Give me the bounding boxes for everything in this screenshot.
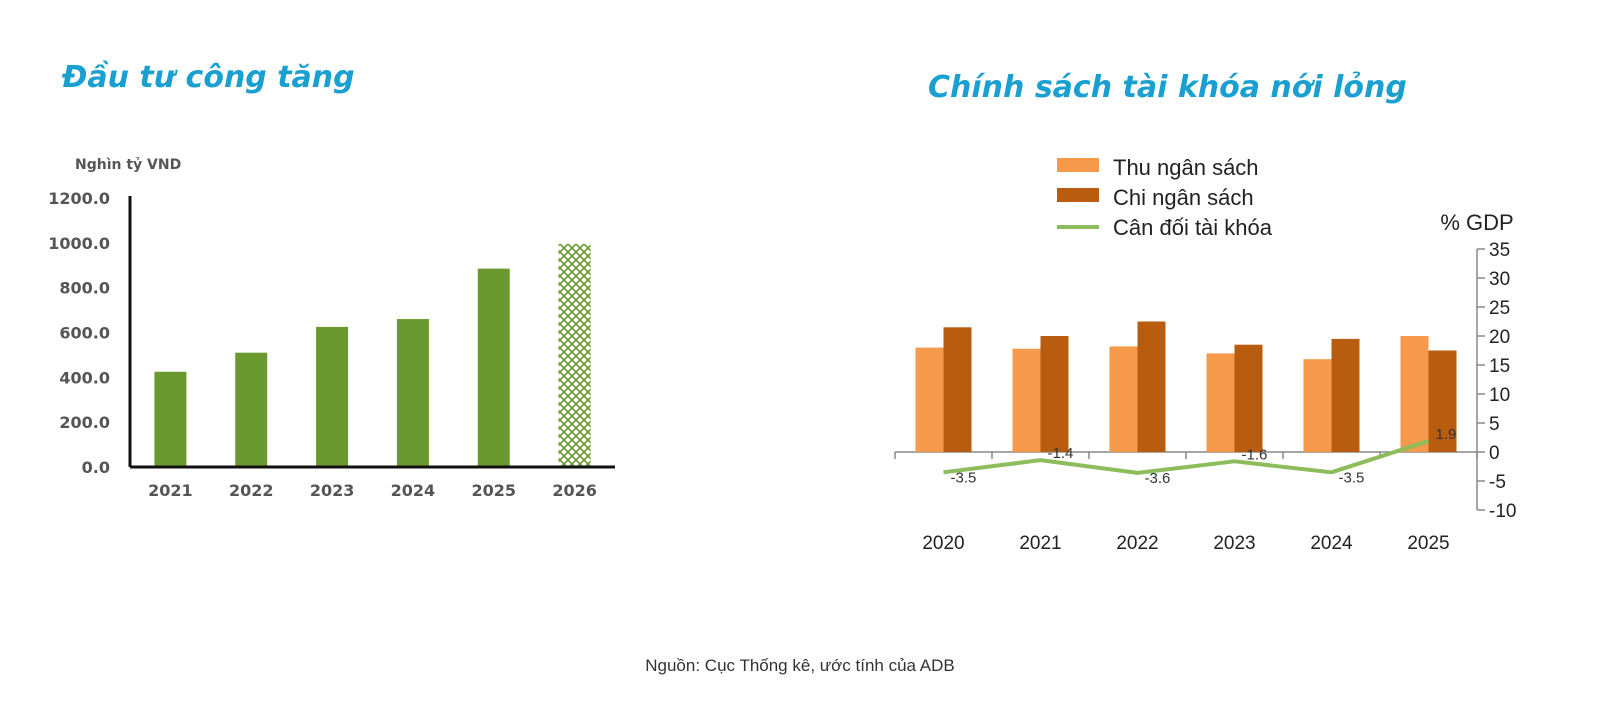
left-x-tick-label: 2023 — [310, 481, 355, 500]
balance-data-label: -3.5 — [951, 469, 977, 486]
left-x-tick-label: 2022 — [229, 481, 274, 500]
left-y-tick-label: 1000.0 — [48, 234, 110, 253]
left-bar-chart: Nghìn tỷ VND 0.0 200.0 400.0 600.0 800.0 1000.… — [48, 157, 615, 500]
right-y-tick-label: 10 — [1489, 385, 1510, 406]
right-x-tick-label: 2023 — [1213, 533, 1255, 554]
right-y-axis-label: % GDP — [1440, 210, 1513, 235]
left-y-tick-label: 400.0 — [59, 368, 110, 387]
legend-swatch — [1057, 188, 1099, 202]
left-y-tick-label: 200.0 — [59, 413, 110, 432]
right-bar — [1012, 348, 1041, 452]
right-y-tick-label: 30 — [1489, 269, 1510, 290]
left-y-tick-label: 600.0 — [59, 324, 110, 343]
balance-line — [943, 439, 1430, 475]
right-bar — [1109, 346, 1138, 452]
right-bar — [1428, 350, 1457, 452]
left-x-tick-label: 2024 — [391, 481, 436, 500]
balance-data-label: -1.6 — [1242, 446, 1268, 463]
left-x-tick-label: 2025 — [471, 481, 516, 500]
legend-label: Thu ngân sách — [1113, 155, 1259, 180]
right-bar — [943, 327, 972, 452]
right-y-tick-label: 0 — [1489, 443, 1500, 464]
right-bar — [1400, 336, 1429, 452]
legend-swatch — [1057, 158, 1099, 172]
right-chart-title: Chính sách tài khóa nới lỏng — [928, 70, 1407, 105]
right-x-tick-label: 2025 — [1407, 533, 1449, 554]
right-bar — [1234, 344, 1263, 452]
left-bar — [316, 326, 349, 467]
balance-data-label: -1.4 — [1048, 445, 1074, 462]
left-y-tick-label: 0.0 — [82, 458, 110, 477]
left-y-axis-label: Nghìn tỷ VND — [75, 157, 181, 173]
right-bar — [1206, 353, 1235, 452]
left-bar — [396, 319, 429, 467]
right-combo-chart: Thu ngân sách Chi ngân sách Cân đối tài kh… — [894, 155, 1516, 554]
right-y-tick-label: -10 — [1489, 501, 1516, 522]
right-bar — [915, 347, 944, 452]
right-y-tick-label: -5 — [1489, 472, 1506, 493]
left-y-tick-label: 1200.0 — [48, 189, 110, 208]
right-x-tick-label: 2022 — [1116, 533, 1158, 554]
right-y-tick-label: 35 — [1489, 240, 1510, 261]
left-y-tick-label: 800.0 — [59, 279, 110, 298]
right-x-tick-label: 2020 — [922, 533, 964, 554]
balance-data-label: -3.6 — [1145, 470, 1171, 487]
right-bar — [1331, 338, 1360, 452]
left-bar — [558, 243, 591, 467]
left-x-tick-label: 2021 — [148, 481, 193, 500]
left-x-tick-label: 2026 — [552, 481, 597, 500]
right-bar — [1303, 359, 1332, 452]
right-bar — [1040, 336, 1069, 452]
balance-data-label: 1.9 — [1436, 426, 1457, 443]
right-x-tick-label: 2021 — [1019, 533, 1061, 554]
right-bar — [1137, 321, 1166, 452]
right-y-tick-label: 15 — [1489, 356, 1510, 377]
left-bar — [154, 371, 187, 467]
legend-label: Chi ngân sách — [1113, 185, 1254, 210]
left-chart-title: Đầu tư công tăng — [62, 60, 355, 95]
source-note: Nguồn: Cục Thống kê, ước tính của ADB — [645, 656, 955, 675]
right-x-tick-label: 2024 — [1310, 533, 1353, 554]
legend-label: Cân đối tài khóa — [1113, 215, 1273, 240]
left-bar — [235, 352, 268, 467]
left-bar — [477, 268, 510, 467]
right-y-tick-label: 5 — [1489, 414, 1500, 435]
right-y-tick-label: 25 — [1489, 298, 1510, 319]
right-y-tick-label: 20 — [1489, 327, 1510, 348]
balance-data-label: -3.5 — [1339, 469, 1365, 486]
